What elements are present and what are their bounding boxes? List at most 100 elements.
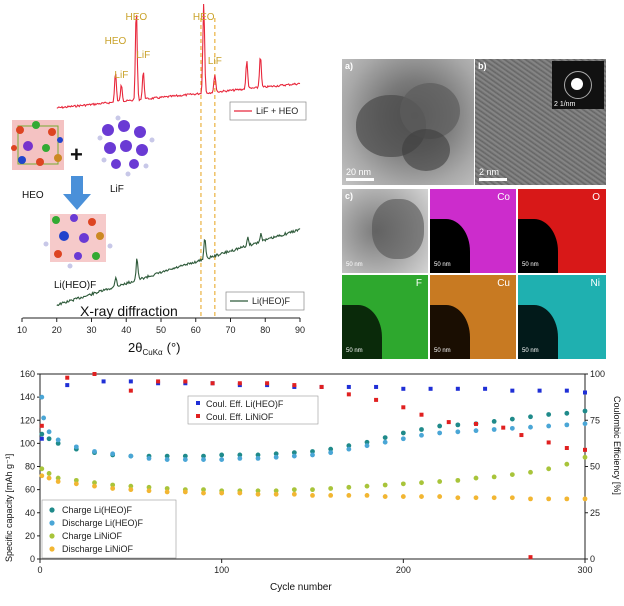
point-coul-eff-li-heo-f [39,436,44,441]
eds-cu-label: Cu [497,278,510,289]
point-coul-eff-liniof [564,446,569,450]
cycling-x-label: Cycle number [270,582,332,593]
point-discharge-li-heo-f [92,449,97,454]
point-charge-li-heo-f [491,419,497,424]
point-coul-eff-li-heo-f [428,386,433,391]
point-discharge-li-heo-f [346,446,352,452]
point-coul-eff-liniof [210,381,215,386]
point-discharge-li-heo-f [382,439,388,445]
point-charge-li-heo-f [564,410,570,416]
xrd-x-tick-label: 20 [52,325,62,335]
li-heo-f-molecule-icon [43,214,113,269]
legend-marker-discharge-linio [49,546,55,552]
point-coul-eff-li-heo-f [455,386,460,391]
point-discharge-li-heo-f [400,436,406,442]
point-coul-eff-li-heo-f [510,388,515,393]
legend-label-discharge-linio: Discharge LiNiOF [62,544,134,554]
legend-label-charge-linio: Charge LiNiOF [62,531,123,541]
xrd-panel: 10 20 30 40 50 60 70 80 90 HEO LiF HEO LiF HEO LiF Li… [0,0,312,368]
xrd-x-label: 2θCuKα (°) [128,340,181,357]
point-discharge-li-heo-f [41,415,47,421]
heo-molecule-icon [11,120,64,170]
point-discharge-li-heo-f [237,456,243,461]
point-charge-li-heo-f [400,430,406,436]
xrd-x-tick-label: 60 [191,325,201,335]
tem-a-scale: 20 nm [346,167,372,177]
point-discharge-liniof [528,496,533,502]
point-coul-eff-li-heo-f [483,386,488,391]
xrd-peak-label: HEO [105,36,127,47]
point-charge-liniof [382,482,388,488]
point-discharge-li-heo-f [219,457,225,462]
point-discharge-liniof [92,483,97,489]
cycling-y-right-tick-label: 0 [590,554,595,564]
point-charge-li-heo-f [237,452,243,458]
xrd-x-tick-label: 40 [121,325,131,335]
ce-legend-label-linio: Coul. Eff. LiNiOF [206,412,274,422]
point-coul-eff-li-heo-f [346,384,351,389]
eds-map-cu: Cu 50 nm [429,274,517,360]
xrd-x-tick-label: 80 [260,325,270,335]
point-coul-eff-liniof [474,421,478,426]
point-discharge-liniof [491,495,497,501]
point-discharge-liniof [273,491,279,497]
point-charge-li-heo-f [455,422,461,428]
eds-co-scale: 50 nm [434,262,451,268]
point-discharge-liniof [310,493,315,498]
ce-legend-label-heo: Coul. Eff. Li(HEO)F [206,399,284,409]
xrd-x-tick-label: 50 [156,325,166,335]
cycling-y-right-tick-label: 75 [590,415,600,425]
point-charge-liniof [528,469,533,475]
xrd-x-tick-label: 30 [86,325,96,335]
point-charge-liniof [310,487,315,493]
legend-marker-charge-heo [49,507,55,513]
cycling-y-left-tick-label: 100 [20,438,35,448]
xrd-legend-bottom-box [225,291,305,311]
stem-c-label: c) [345,191,354,201]
point-coul-eff-liniof [237,381,242,386]
point-charge-liniof [128,483,134,489]
point-coul-eff-liniof [183,379,188,384]
point-discharge-li-heo-f [455,429,461,435]
ce-legend-swatch-linio [196,414,200,418]
legend-label-charge-heo: Charge Li(HEO)F [62,505,133,515]
point-coul-eff-liniof [292,383,297,388]
point-discharge-liniof [46,475,52,481]
cycling-chart: 0 100 200 300020406080100120140160025507510… [4,369,622,593]
legend-label-discharge-heo: Discharge Li(HEO)F [62,518,144,528]
point-charge-liniof [46,471,52,476]
point-charge-li-heo-f [164,453,170,459]
point-charge-li-heo-f [419,427,424,432]
point-discharge-liniof [582,496,588,502]
eds-map-co: Co 50 nm [429,188,517,274]
point-discharge-liniof [564,496,570,502]
eds-cu-scale: 50 nm [434,348,451,354]
point-charge-liniof [491,474,497,480]
point-discharge-liniof [546,496,552,502]
point-discharge-liniof [291,491,297,497]
point-charge-liniof [55,475,61,481]
point-charge-li-heo-f [201,453,206,459]
capacity-legend-box [41,499,177,559]
point-charge-li-heo-f [291,450,297,456]
xrd-ticks: 10 20 30 40 50 60 70 80 90 [17,318,305,335]
point-discharge-liniof [328,493,334,498]
point-charge-liniof [582,454,588,460]
point-discharge-li-heo-f [55,437,61,443]
point-discharge-liniof [400,494,406,499]
point-coul-eff-liniof [319,384,324,389]
point-discharge-liniof [182,489,188,495]
point-charge-liniof [509,472,515,477]
point-charge-liniof [291,487,297,493]
cycling-y-right-tick-label: 100 [590,369,605,379]
xrd-legend-top-label: LiF + HEO [256,106,298,116]
heo-label: HEO [22,190,44,201]
point-coul-eff-li-heo-f [583,390,587,395]
point-discharge-liniof [346,493,352,498]
point-coul-eff-li-heo-f [537,388,542,393]
point-discharge-liniof [455,495,461,501]
point-charge-liniof [92,480,97,486]
point-coul-eff-liniof [519,433,524,438]
cycling-points [39,372,588,560]
point-charge-li-heo-f [546,412,552,417]
